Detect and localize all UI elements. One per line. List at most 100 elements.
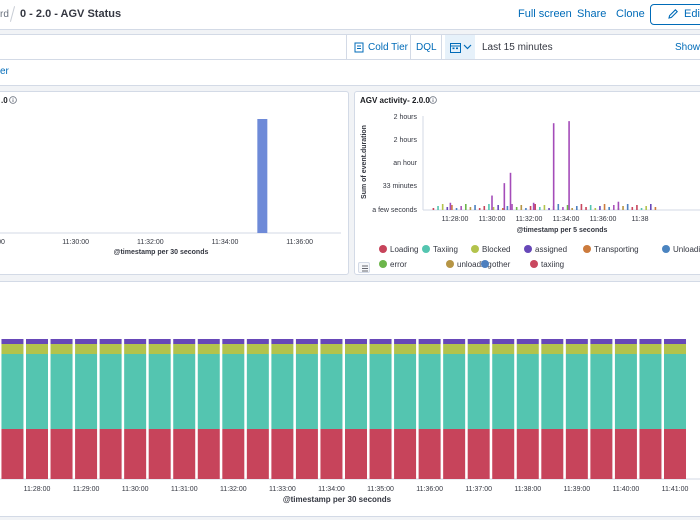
stacked-bar-segment bbox=[614, 354, 637, 429]
chart-2-small-bar bbox=[469, 207, 472, 210]
legend-item[interactable]: unloading bbox=[446, 260, 492, 269]
full-screen-link[interactable]: Full screen bbox=[518, 8, 572, 20]
cold-tier-button[interactable]: Cold Tier bbox=[368, 42, 409, 53]
chart-2-small-bar bbox=[515, 207, 518, 210]
stacked-bar-segment bbox=[492, 429, 515, 479]
legend-item[interactable]: Blocked bbox=[471, 245, 510, 254]
chart-2-spike-bar bbox=[568, 121, 570, 210]
chart-2-small-bar bbox=[464, 204, 467, 210]
stacked-bar-segment bbox=[99, 429, 122, 479]
chart-2-small-bar bbox=[511, 204, 513, 210]
legend-item[interactable]: Transporting bbox=[583, 245, 639, 254]
legend-label: Taxiing bbox=[433, 245, 458, 254]
stacked-bar-segment bbox=[639, 339, 662, 344]
dql-button[interactable]: DQL bbox=[416, 42, 437, 53]
chart-2-small-bar bbox=[520, 205, 523, 210]
pencil-icon bbox=[668, 9, 678, 19]
stacked-bar-segment bbox=[148, 429, 171, 479]
stacked-bar-segment bbox=[345, 344, 367, 354]
legend-label: Unloading bbox=[673, 245, 700, 254]
stacked-bar-segment bbox=[516, 344, 539, 354]
stacked-bar-segment bbox=[50, 344, 73, 354]
chart-1-bar bbox=[257, 119, 268, 233]
stacked-bar-segment bbox=[99, 354, 122, 429]
stacked-bar-segment bbox=[148, 354, 171, 429]
stacked-bar-segment bbox=[173, 339, 196, 344]
query-bar: Cold Tier DQL Last 15 minutes Show bbox=[0, 34, 700, 60]
stacked-bar-segment bbox=[197, 354, 220, 429]
stacked-bar-segment bbox=[246, 339, 269, 344]
stacked-bar-segment bbox=[1, 339, 24, 344]
stacked-bar-segment bbox=[271, 344, 294, 354]
stacked-bar-segment bbox=[639, 354, 662, 429]
legend-item[interactable]: Loading bbox=[379, 245, 418, 254]
stacked-bar-segment bbox=[197, 429, 220, 479]
show-dates-button[interactable]: Show bbox=[675, 42, 700, 53]
stacked-bar-segment bbox=[369, 429, 392, 479]
edit-button[interactable]: Edit bbox=[650, 4, 700, 25]
stacked-bar-segment bbox=[1, 344, 24, 354]
chart-2-spike-bar bbox=[491, 195, 493, 210]
chart-2-spike-bar bbox=[449, 202, 452, 210]
stacked-bar-segment bbox=[565, 354, 588, 429]
chart-2-small-bar bbox=[636, 205, 638, 210]
legend-label: Transporting bbox=[594, 245, 639, 254]
legend-toggle-button[interactable] bbox=[358, 262, 370, 273]
chart-2-spike-bar bbox=[509, 172, 512, 210]
chart-2-small-bar bbox=[608, 207, 610, 210]
legend-label: error bbox=[390, 260, 407, 269]
chart-2-legend: Loading Taxiing Blocked assigned Transportin… bbox=[379, 242, 700, 274]
stacked-bar-segment bbox=[369, 339, 392, 344]
info-icon[interactable] bbox=[9, 96, 17, 104]
top-nav-bar: rd 0 - 2.0 - AGV Status Full screen Shar… bbox=[0, 0, 700, 30]
chart-2-small-bar bbox=[534, 204, 536, 210]
stacked-bar-segment bbox=[345, 339, 367, 344]
chart-2-small-bar bbox=[575, 206, 578, 210]
stacked-bar-segment bbox=[222, 354, 245, 429]
legend-item[interactable]: error bbox=[379, 260, 407, 269]
stacked-bar-segment bbox=[197, 339, 220, 344]
chart-2-small-bar bbox=[488, 204, 490, 210]
x-tick-label: 11:39:00 bbox=[563, 486, 590, 493]
stacked-bar-segment bbox=[26, 344, 48, 354]
stacked-bar-segment bbox=[124, 354, 147, 429]
info-icon[interactable] bbox=[429, 96, 437, 104]
y-axis-title: Sum of event.duration bbox=[361, 125, 368, 199]
legend-item[interactable]: Taxiing bbox=[422, 245, 458, 254]
quick-date-picker-button[interactable] bbox=[445, 35, 475, 59]
x-tick-label: 11:38 bbox=[632, 216, 649, 223]
chart-2-small-bar bbox=[474, 205, 476, 210]
stacked-bar-segment bbox=[418, 344, 441, 354]
legend-label: taxiing bbox=[541, 260, 565, 269]
chart-2-small-bar bbox=[622, 206, 624, 210]
stacked-bar-segment bbox=[246, 344, 269, 354]
breadcrumb-separator bbox=[9, 6, 16, 22]
x-tick-label: 11:34:00 bbox=[318, 486, 345, 493]
stacked-bar-segment bbox=[565, 339, 588, 344]
legend-item[interactable]: taxiing bbox=[530, 260, 564, 269]
x-tick-label: 11:29:00 bbox=[73, 486, 100, 493]
chart-2-spike-bar bbox=[532, 202, 535, 210]
clone-link[interactable]: Clone bbox=[616, 8, 645, 20]
share-link[interactable]: Share bbox=[577, 8, 607, 20]
stacked-bar-segment bbox=[614, 339, 637, 344]
stacked-bar-segment bbox=[516, 339, 539, 344]
stacked-bar-segment bbox=[394, 344, 417, 354]
chart-2-small-bar bbox=[645, 206, 647, 210]
stacked-bar-segment bbox=[173, 429, 196, 479]
stacked-bar-segment bbox=[271, 339, 294, 344]
legend-item[interactable]: Unloading bbox=[662, 245, 700, 254]
chart-2-small-bar bbox=[432, 208, 435, 210]
chart-2-small-bar bbox=[571, 208, 573, 210]
stacked-bar-segment bbox=[26, 354, 48, 429]
legend-item[interactable]: other bbox=[481, 260, 510, 269]
stacked-bar-segment bbox=[50, 429, 73, 479]
chart-2-small-bar bbox=[543, 205, 546, 210]
add-filter-link[interactable]: er bbox=[0, 66, 9, 77]
time-range-display[interactable]: Last 15 minutes bbox=[482, 42, 553, 53]
legend-item[interactable]: assigned bbox=[524, 245, 567, 254]
breadcrumb-parent[interactable]: rd bbox=[0, 9, 9, 20]
stacked-bar-segment bbox=[369, 344, 392, 354]
chart-2-spike-bar bbox=[552, 123, 555, 210]
x-tick-label: 11:31:00 bbox=[171, 486, 198, 493]
